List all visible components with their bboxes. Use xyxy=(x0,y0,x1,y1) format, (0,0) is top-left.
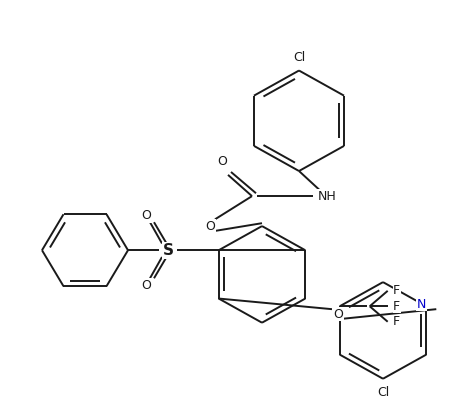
Text: O: O xyxy=(217,155,227,168)
Text: O: O xyxy=(141,209,151,222)
Text: N: N xyxy=(417,298,426,311)
Text: F: F xyxy=(393,315,400,328)
Text: O: O xyxy=(141,279,151,291)
Text: F: F xyxy=(393,284,400,297)
Text: O: O xyxy=(333,308,343,320)
Text: F: F xyxy=(393,300,400,313)
Text: O: O xyxy=(205,220,215,233)
Text: Cl: Cl xyxy=(293,52,305,64)
Text: S: S xyxy=(163,243,173,258)
Text: Cl: Cl xyxy=(377,386,389,397)
Text: NH: NH xyxy=(317,190,336,202)
